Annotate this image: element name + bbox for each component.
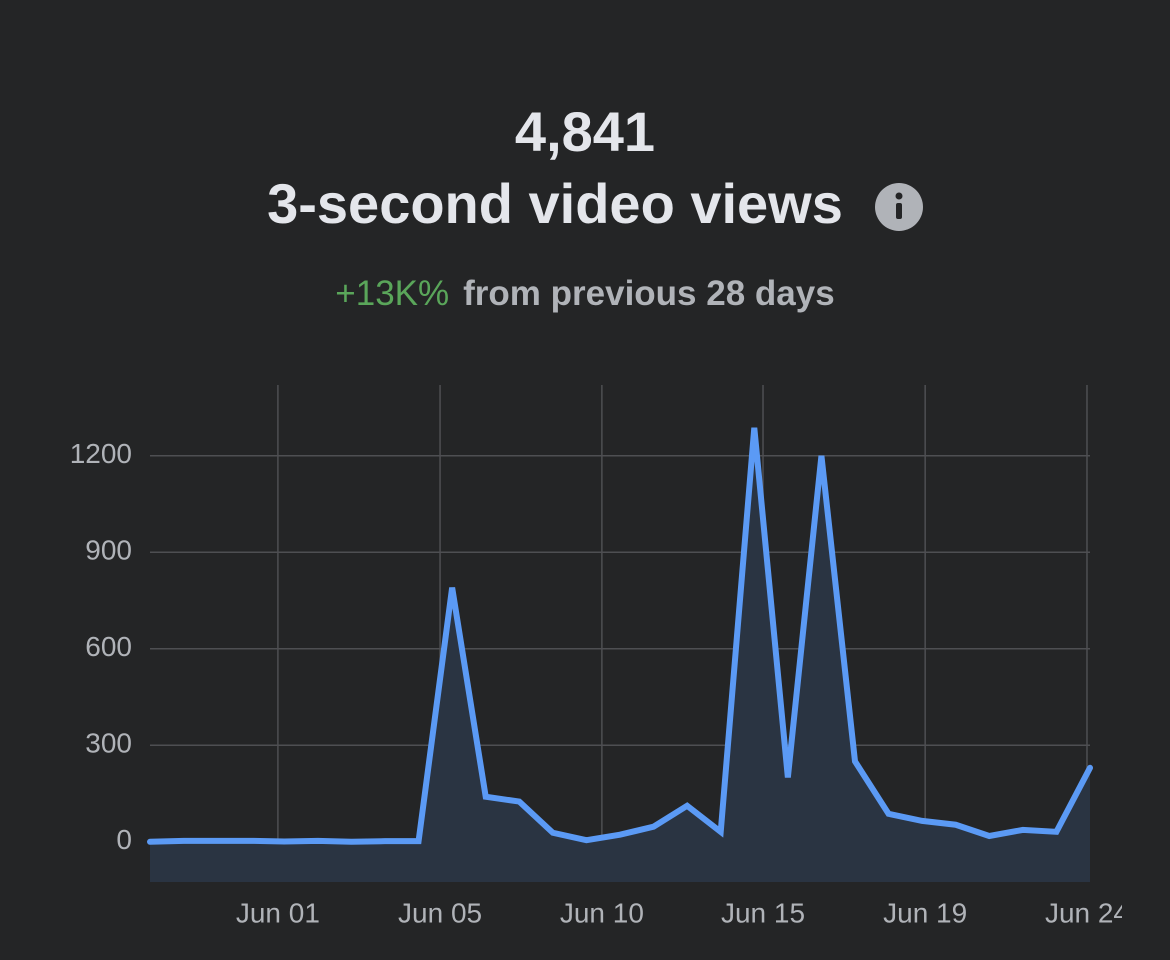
- y-tick-label: 300: [85, 728, 132, 759]
- info-icon[interactable]: [875, 183, 923, 231]
- change: +13K%: [335, 274, 449, 313]
- metric-value: 4,841: [515, 100, 655, 163]
- x-tick-label: Jun 19: [883, 897, 967, 928]
- comparison: +13K% from previous 28 days: [335, 274, 834, 313]
- comparison-text: from previous 28 days: [463, 274, 835, 313]
- x-tick-label: Jun 15: [721, 897, 805, 928]
- x-tick-label: Jun 05: [398, 897, 482, 928]
- line: [147, 427, 1093, 845]
- y-tick-label: 0: [116, 824, 132, 855]
- x-tick-label: Jun 01: [236, 897, 320, 928]
- x-tick-label: Jun 24: [1045, 897, 1129, 928]
- metric-label: 3-second video views: [267, 172, 843, 235]
- area: [150, 427, 1090, 882]
- y-tick-label: 900: [85, 535, 132, 566]
- plot: 0 300 600 900 1200 Jun 01 Jun 05 Jun 10 Jun 15 Ju…: [70, 385, 1129, 928]
- y-tick-label: 600: [85, 631, 132, 662]
- y-tick-label: 1200: [70, 438, 132, 469]
- x-tick-label: Jun 10: [560, 897, 644, 928]
